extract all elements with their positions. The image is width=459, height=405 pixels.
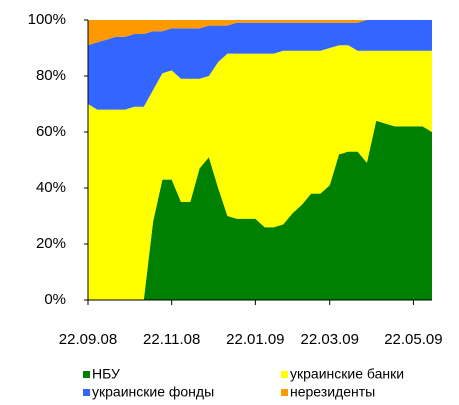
area: [88, 20, 432, 110]
x-tick-label: 22.03.09: [301, 331, 359, 348]
legend-label: украинские банки: [290, 366, 404, 382]
legend-swatch: [83, 389, 90, 396]
legend-label: нерезиденты: [290, 384, 375, 400]
legend-label: НБУ: [92, 366, 120, 382]
x-tick-label: 22.11.08: [143, 331, 200, 348]
y-tick-label: 60%: [36, 123, 66, 140]
y-tick-label: 100%: [28, 11, 66, 28]
y-tick-label: 80%: [36, 67, 66, 84]
legend-swatch: [281, 371, 288, 378]
y-tick-label: 20%: [36, 235, 66, 252]
legend-label: украинские фонды: [92, 384, 214, 400]
x-tick-label: 22.01.09: [226, 331, 284, 348]
legend-swatch: [83, 371, 90, 378]
area: [88, 120, 432, 300]
legend-swatch: [281, 389, 288, 396]
area: [88, 45, 432, 301]
y-tick-label: 40%: [36, 179, 66, 196]
area: [88, 20, 432, 46]
y-tick-label: 0%: [44, 291, 66, 308]
x-tick-label: 22.05.09: [384, 331, 442, 348]
x-tick-label: 22.09.08: [59, 331, 117, 348]
